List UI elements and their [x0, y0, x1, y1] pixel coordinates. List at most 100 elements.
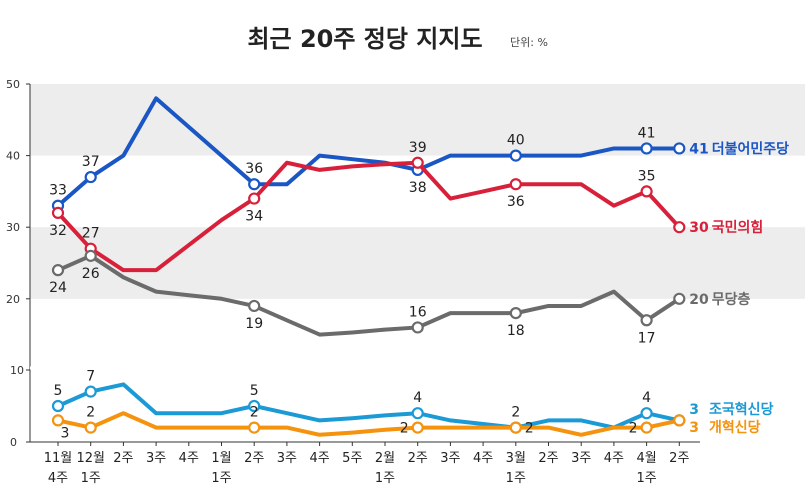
data-point [509, 178, 522, 191]
x-tick-label: 11월 [44, 451, 73, 466]
series-end-value: 41 [689, 141, 708, 157]
data-point [51, 414, 65, 427]
x-tick-label: 4주 [604, 451, 624, 466]
data-point [411, 407, 424, 420]
data-label: 4 [413, 390, 422, 406]
series-end-label: 41 더불어민주당 [689, 140, 789, 157]
data-label: 18 [507, 323, 525, 339]
chart-title: 최근 20주 정당 지지도 [247, 25, 482, 53]
x-tick-label: 4월 [636, 451, 656, 466]
y-tick-label: 0 [10, 436, 17, 449]
data-point [673, 142, 686, 155]
title-group: 최근 20주 정당 지지도 단위: % [247, 25, 547, 53]
data-label: 17 [638, 330, 656, 346]
data-label: 32 [49, 223, 67, 239]
series-end-value: 3 [689, 420, 699, 436]
x-tick-label: 3주 [571, 451, 591, 466]
data-point [640, 185, 653, 198]
data-label: 4 [642, 390, 651, 406]
series-end-label: 20 무당층 [689, 291, 750, 308]
background-bands [30, 84, 805, 299]
data-label: 5 [250, 383, 259, 399]
data-point [640, 421, 653, 434]
x-tick-label: 2월 [375, 451, 395, 466]
data-point [411, 321, 424, 334]
x-tick-label: 12월 [76, 451, 105, 466]
data-point [411, 156, 424, 169]
series-name: 국민의힘 [712, 219, 764, 236]
data-label: 39 [409, 140, 427, 156]
y-tick-label: 10 [10, 364, 24, 377]
data-label: 19 [245, 316, 263, 332]
data-label: 2 [629, 421, 638, 437]
series-end-label: 3 개혁신당 [689, 419, 760, 436]
series-line [56, 411, 682, 437]
series-무당층: 24 26 19 16 18 17 20 무당층 [49, 249, 751, 346]
x-tick-label-sub: 1주 [375, 471, 395, 486]
axes: 20 30 40 50 0 10 [6, 78, 805, 449]
x-tick-label: 3주 [146, 451, 166, 466]
series-end-label: 3 조국혁신당 [689, 401, 773, 418]
y-tick-label: 30 [6, 221, 20, 234]
data-point [51, 399, 65, 413]
data-point [248, 299, 261, 313]
data-point [509, 149, 522, 162]
x-tick-label: 5주 [342, 451, 362, 466]
data-point [640, 142, 653, 155]
data-point [84, 385, 97, 398]
data-label: 2 [86, 405, 95, 421]
data-label: 36 [245, 161, 263, 177]
unit-label: 단위: % [510, 36, 548, 49]
series-line [56, 96, 682, 208]
data-point [673, 414, 686, 427]
series-line [56, 382, 682, 430]
data-label: 24 [49, 280, 67, 296]
data-label: 2 [400, 421, 409, 437]
data-point [509, 307, 522, 320]
data-label: 16 [409, 304, 427, 320]
data-label: 27 [82, 226, 100, 242]
data-point [640, 314, 653, 327]
series-line [56, 160, 682, 273]
data-label: 2 [511, 405, 520, 421]
series-end-label: 30 국민의힘 [689, 219, 763, 236]
x-tick-label: 3주 [440, 451, 460, 466]
x-tick-label-sub: 1주 [81, 471, 101, 486]
x-tick-label-sub: 1주 [636, 471, 656, 486]
data-point [509, 421, 522, 434]
series-name: 더불어민주당 [712, 140, 789, 157]
series-end-value: 3 [689, 402, 699, 418]
data-point [84, 170, 97, 184]
data-label: 5 [54, 383, 63, 399]
data-point [51, 206, 65, 219]
x-tick-label: 2주 [669, 451, 689, 466]
data-label: 2 [250, 405, 259, 421]
series-개혁신당: 32 22 2 2 3 개혁신당 [51, 405, 761, 441]
data-point [248, 421, 261, 434]
series-name: 개혁신당 [709, 419, 761, 436]
series-name: 무당층 [712, 291, 751, 308]
series-국민의힘: 32 27 34 39 36 35 30 국민의힘 [49, 140, 763, 273]
data-point [248, 192, 261, 205]
data-label: 35 [638, 168, 656, 184]
data-label: 33 [49, 183, 67, 199]
data-point [673, 221, 686, 234]
series-end-value: 30 [689, 220, 709, 236]
y-tick-label: 50 [6, 78, 20, 91]
x-tick-label: 2주 [408, 451, 428, 466]
x-tick-label: 4주 [473, 451, 493, 466]
x-tick-label: 2주 [538, 451, 558, 466]
series-name: 조국혁신당 [709, 401, 774, 418]
data-label: 40 [507, 133, 525, 149]
data-label: 2 [525, 421, 534, 437]
background-band [30, 227, 805, 299]
series-end-value: 20 [689, 292, 709, 308]
data-label: 36 [507, 194, 525, 210]
y-tick-label: 20 [6, 293, 20, 306]
data-label: 41 [638, 125, 656, 141]
x-tick-label: 2주 [113, 451, 133, 466]
series-line [56, 253, 682, 337]
